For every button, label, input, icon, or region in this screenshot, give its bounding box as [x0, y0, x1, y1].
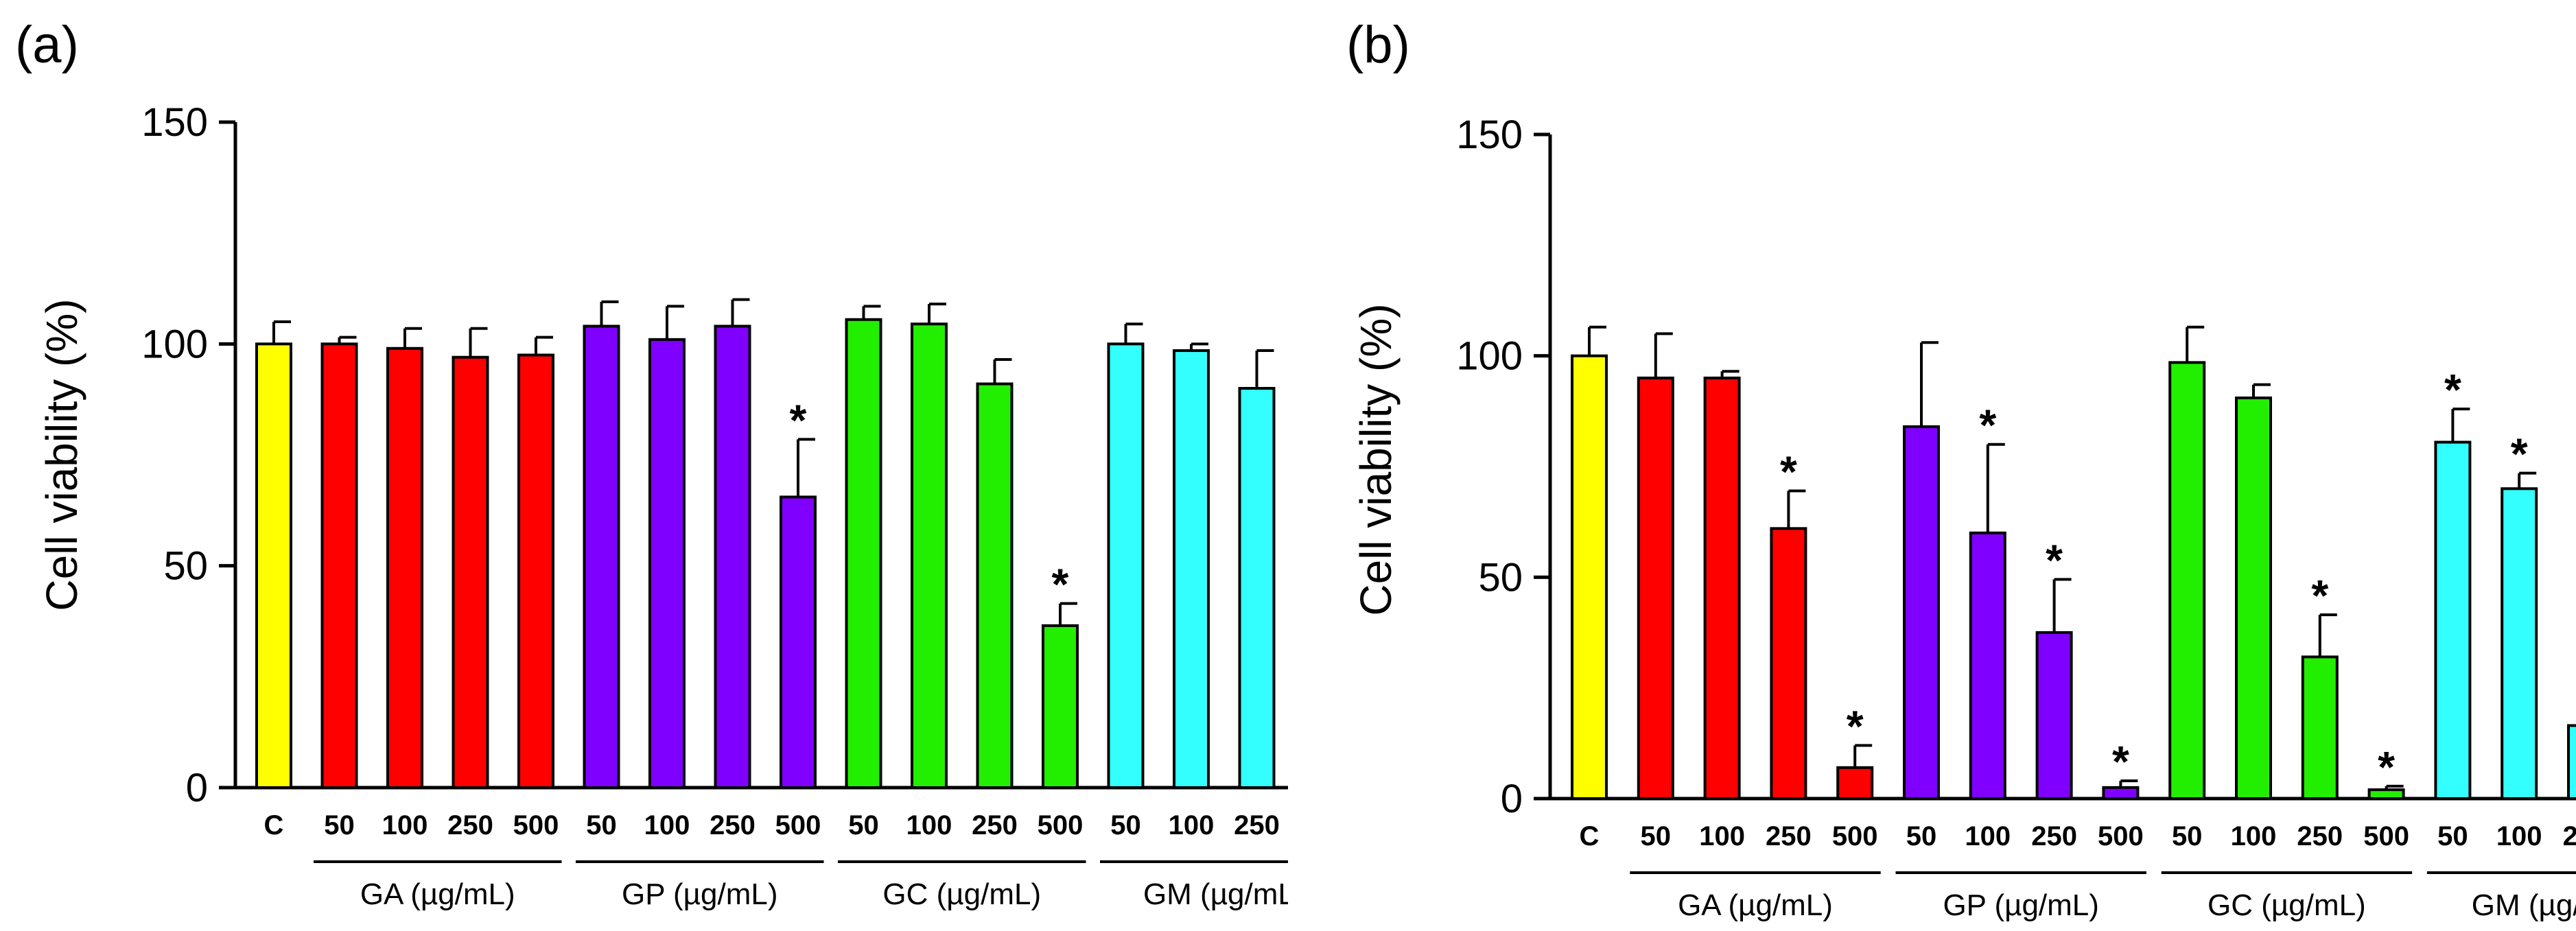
x-tick-label: 250 — [2031, 821, 2077, 851]
x-tick-label: 100 — [906, 810, 952, 840]
bar — [2567, 724, 2576, 801]
x-tick-label: 500 — [1038, 810, 1084, 840]
group-label: GA (µg/mL) — [1678, 888, 1833, 922]
bar — [911, 322, 948, 789]
x-tick-label: 500 — [1832, 821, 1878, 851]
bar — [1703, 376, 1741, 800]
significance-marker: * — [1780, 447, 1797, 496]
bar — [1637, 376, 1674, 800]
group-label: GA (µg/mL) — [360, 877, 515, 911]
bar — [2035, 631, 2073, 800]
y-tick-label: 150 — [141, 100, 208, 145]
group-label: GP (µg/mL) — [1943, 888, 2098, 922]
chart-panel-a: (a) 0 50 100 150 Cell viability (%) C 50 100 250… — [0, 0, 1354, 928]
y-tick-label: 50 — [1478, 555, 1523, 600]
significance-marker: * — [2444, 365, 2461, 414]
bar — [780, 495, 817, 790]
bar — [1042, 624, 1079, 790]
significance-marker: * — [2378, 742, 2395, 792]
x-tick-label: 250 — [1766, 821, 1812, 851]
y-tick-label: 0 — [1501, 777, 1523, 821]
significance-marker: * — [1847, 702, 1864, 751]
group-label: GC (µg/mL) — [2208, 888, 2366, 922]
significance-marker: * — [1052, 560, 1069, 609]
group-label: GM (µg/mL) — [2472, 888, 2576, 922]
bar — [2501, 487, 2538, 800]
x-tick-label: 100 — [2496, 821, 2542, 851]
panel-label-a: (a) — [15, 16, 79, 74]
x-tick-label: 50 — [324, 810, 355, 840]
x-tick-label: 500 — [2098, 821, 2144, 851]
x-tick-label: 250 — [710, 810, 756, 840]
bar — [583, 325, 620, 789]
chart-panel-b: (b) 0 50 100 150 Cell viability (%) C 50 100 * 25… — [1288, 0, 2576, 928]
x-tick-label: C — [264, 810, 284, 840]
bar — [976, 382, 1014, 789]
y-tick-label: 150 — [1456, 113, 1523, 157]
bar — [386, 346, 423, 789]
y-tick-label: 100 — [1456, 334, 1523, 379]
significance-marker: * — [2046, 536, 2063, 585]
bar — [1836, 766, 1874, 800]
bar — [2434, 440, 2472, 800]
x-tick-label: 100 — [644, 810, 690, 840]
significance-marker: * — [2112, 737, 2129, 786]
bar — [2168, 361, 2206, 800]
x-tick-label: 100 — [1169, 810, 1215, 840]
x-tick-label: 250 — [972, 810, 1018, 840]
group-label: GP (µg/mL) — [622, 877, 777, 911]
bar — [2102, 786, 2140, 801]
x-tick-label: 50 — [2172, 821, 2203, 851]
bar — [255, 342, 292, 790]
bar-chart-b: 0 50 100 150 Cell viability (%) C 50 100 * 250 * 50… — [1351, 113, 2576, 922]
x-tick-label: 250 — [2297, 821, 2343, 851]
significance-marker: * — [790, 395, 807, 445]
bar — [845, 318, 882, 789]
x-tick-label: 500 — [775, 810, 821, 840]
group-label: GC (µg/mL) — [882, 877, 1041, 911]
bar — [648, 338, 686, 790]
x-tick-label: 100 — [1965, 821, 2011, 851]
bar — [1969, 531, 2006, 800]
x-tick-label: 250 — [2563, 821, 2576, 851]
y-tick-label: 50 — [163, 544, 208, 589]
x-tick-label: 50 — [1641, 821, 1672, 851]
x-tick-label: 250 — [1234, 810, 1280, 840]
bar — [1238, 387, 1276, 789]
y-tick-label: 0 — [186, 766, 208, 810]
x-tick-label: 100 — [2231, 821, 2277, 851]
bar — [517, 353, 554, 789]
bar — [320, 342, 358, 790]
significance-marker: * — [2511, 429, 2528, 479]
bar — [1107, 342, 1145, 790]
x-tick-label: 50 — [848, 810, 879, 840]
panel-label-b: (b) — [1346, 16, 1410, 74]
bar — [1571, 354, 1608, 800]
bar — [2235, 396, 2272, 800]
significance-marker: * — [1979, 401, 1996, 450]
x-tick-label: C — [1580, 821, 1600, 851]
bar — [714, 325, 751, 789]
y-tick-label: 100 — [141, 322, 208, 366]
y-axis-title: Cell viability (%) — [37, 298, 86, 611]
x-tick-label: 250 — [447, 810, 493, 840]
bar — [452, 355, 489, 789]
x-tick-label: 50 — [1110, 810, 1141, 840]
bar — [1903, 425, 1940, 800]
y-axis-title: Cell viability (%) — [1351, 303, 1401, 615]
bar — [1173, 349, 1210, 789]
group-label: GM (µg/mL) — [1143, 877, 1288, 911]
bar-chart-a: 0 50 100 150 Cell viability (%) C 50 100 250 500 5… — [37, 100, 1354, 911]
bar — [1770, 527, 1807, 800]
x-tick-label: 500 — [513, 810, 559, 840]
x-tick-label: 50 — [586, 810, 617, 840]
x-tick-label: 500 — [2363, 821, 2409, 851]
x-tick-label: 50 — [2437, 821, 2468, 851]
x-tick-label: 100 — [1699, 821, 1745, 851]
bar — [2301, 655, 2339, 801]
x-tick-label: 100 — [382, 810, 428, 840]
significance-marker: * — [2311, 571, 2328, 620]
x-tick-label: 50 — [1906, 821, 1937, 851]
